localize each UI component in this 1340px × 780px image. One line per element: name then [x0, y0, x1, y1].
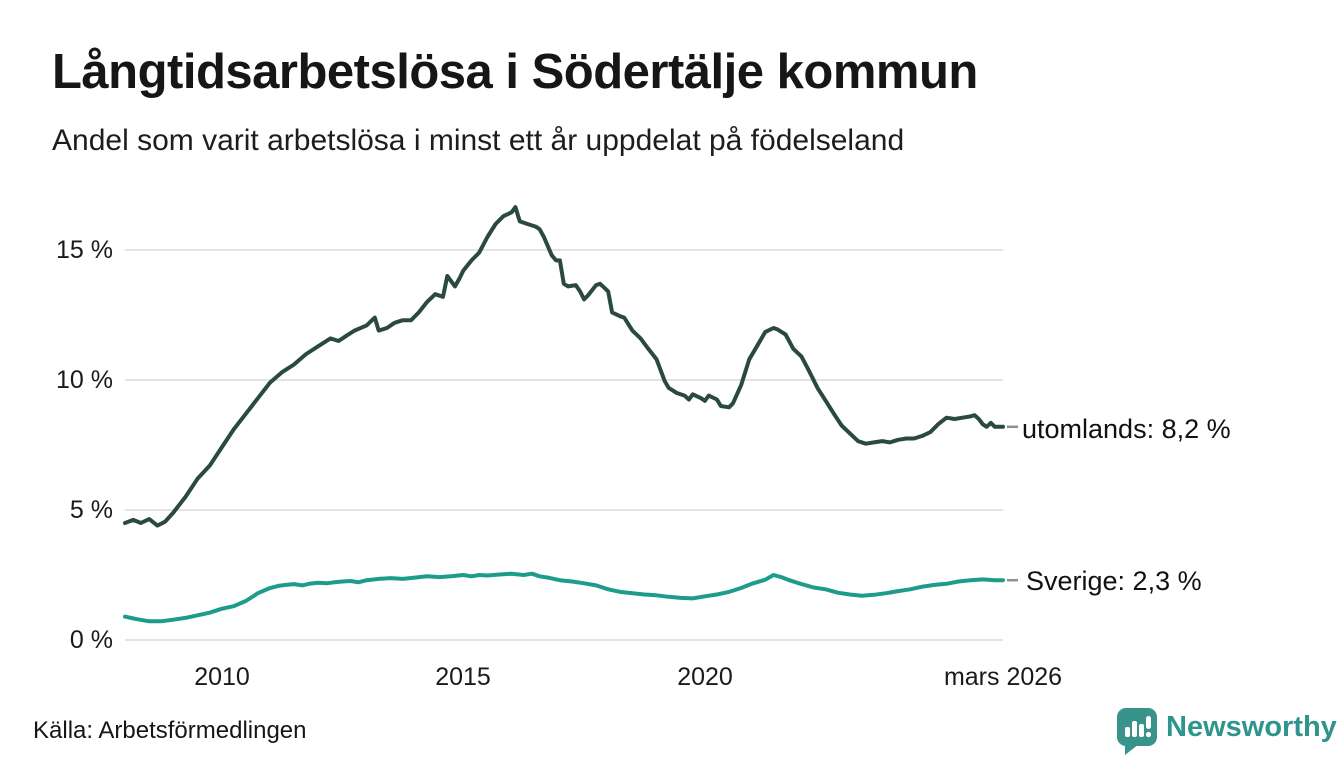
newsworthy-logo-icon — [1117, 708, 1157, 755]
series-label-sverige: Sverige: 2,3 % — [1026, 566, 1202, 596]
y-tick-15: 15 % — [56, 236, 113, 264]
series-label-utomlands: utomlands: 8,2 % — [1022, 414, 1231, 444]
newsworthy-logo: Newsworthy — [1117, 708, 1337, 756]
source-note: Källa: Arbetsförmedlingen — [33, 717, 307, 744]
x-tick-2020: 2020 — [677, 663, 733, 691]
x-tick-2010: 2010 — [194, 663, 250, 691]
page-title: Långtidsarbetslösa i Södertälje kommun — [52, 45, 978, 99]
y-tick-5: 5 % — [69, 496, 113, 524]
y-tick-10: 10 % — [56, 366, 113, 394]
x-tick-mars-2026: mars 2026 — [943, 663, 1063, 691]
newsworthy-logo-text: Newsworthy — [1166, 711, 1337, 743]
x-tick-2015: 2015 — [435, 663, 491, 691]
page-subtitle: Andel som varit arbetslösa i minst ett å… — [52, 124, 905, 157]
y-tick-0: 0 % — [69, 626, 113, 654]
